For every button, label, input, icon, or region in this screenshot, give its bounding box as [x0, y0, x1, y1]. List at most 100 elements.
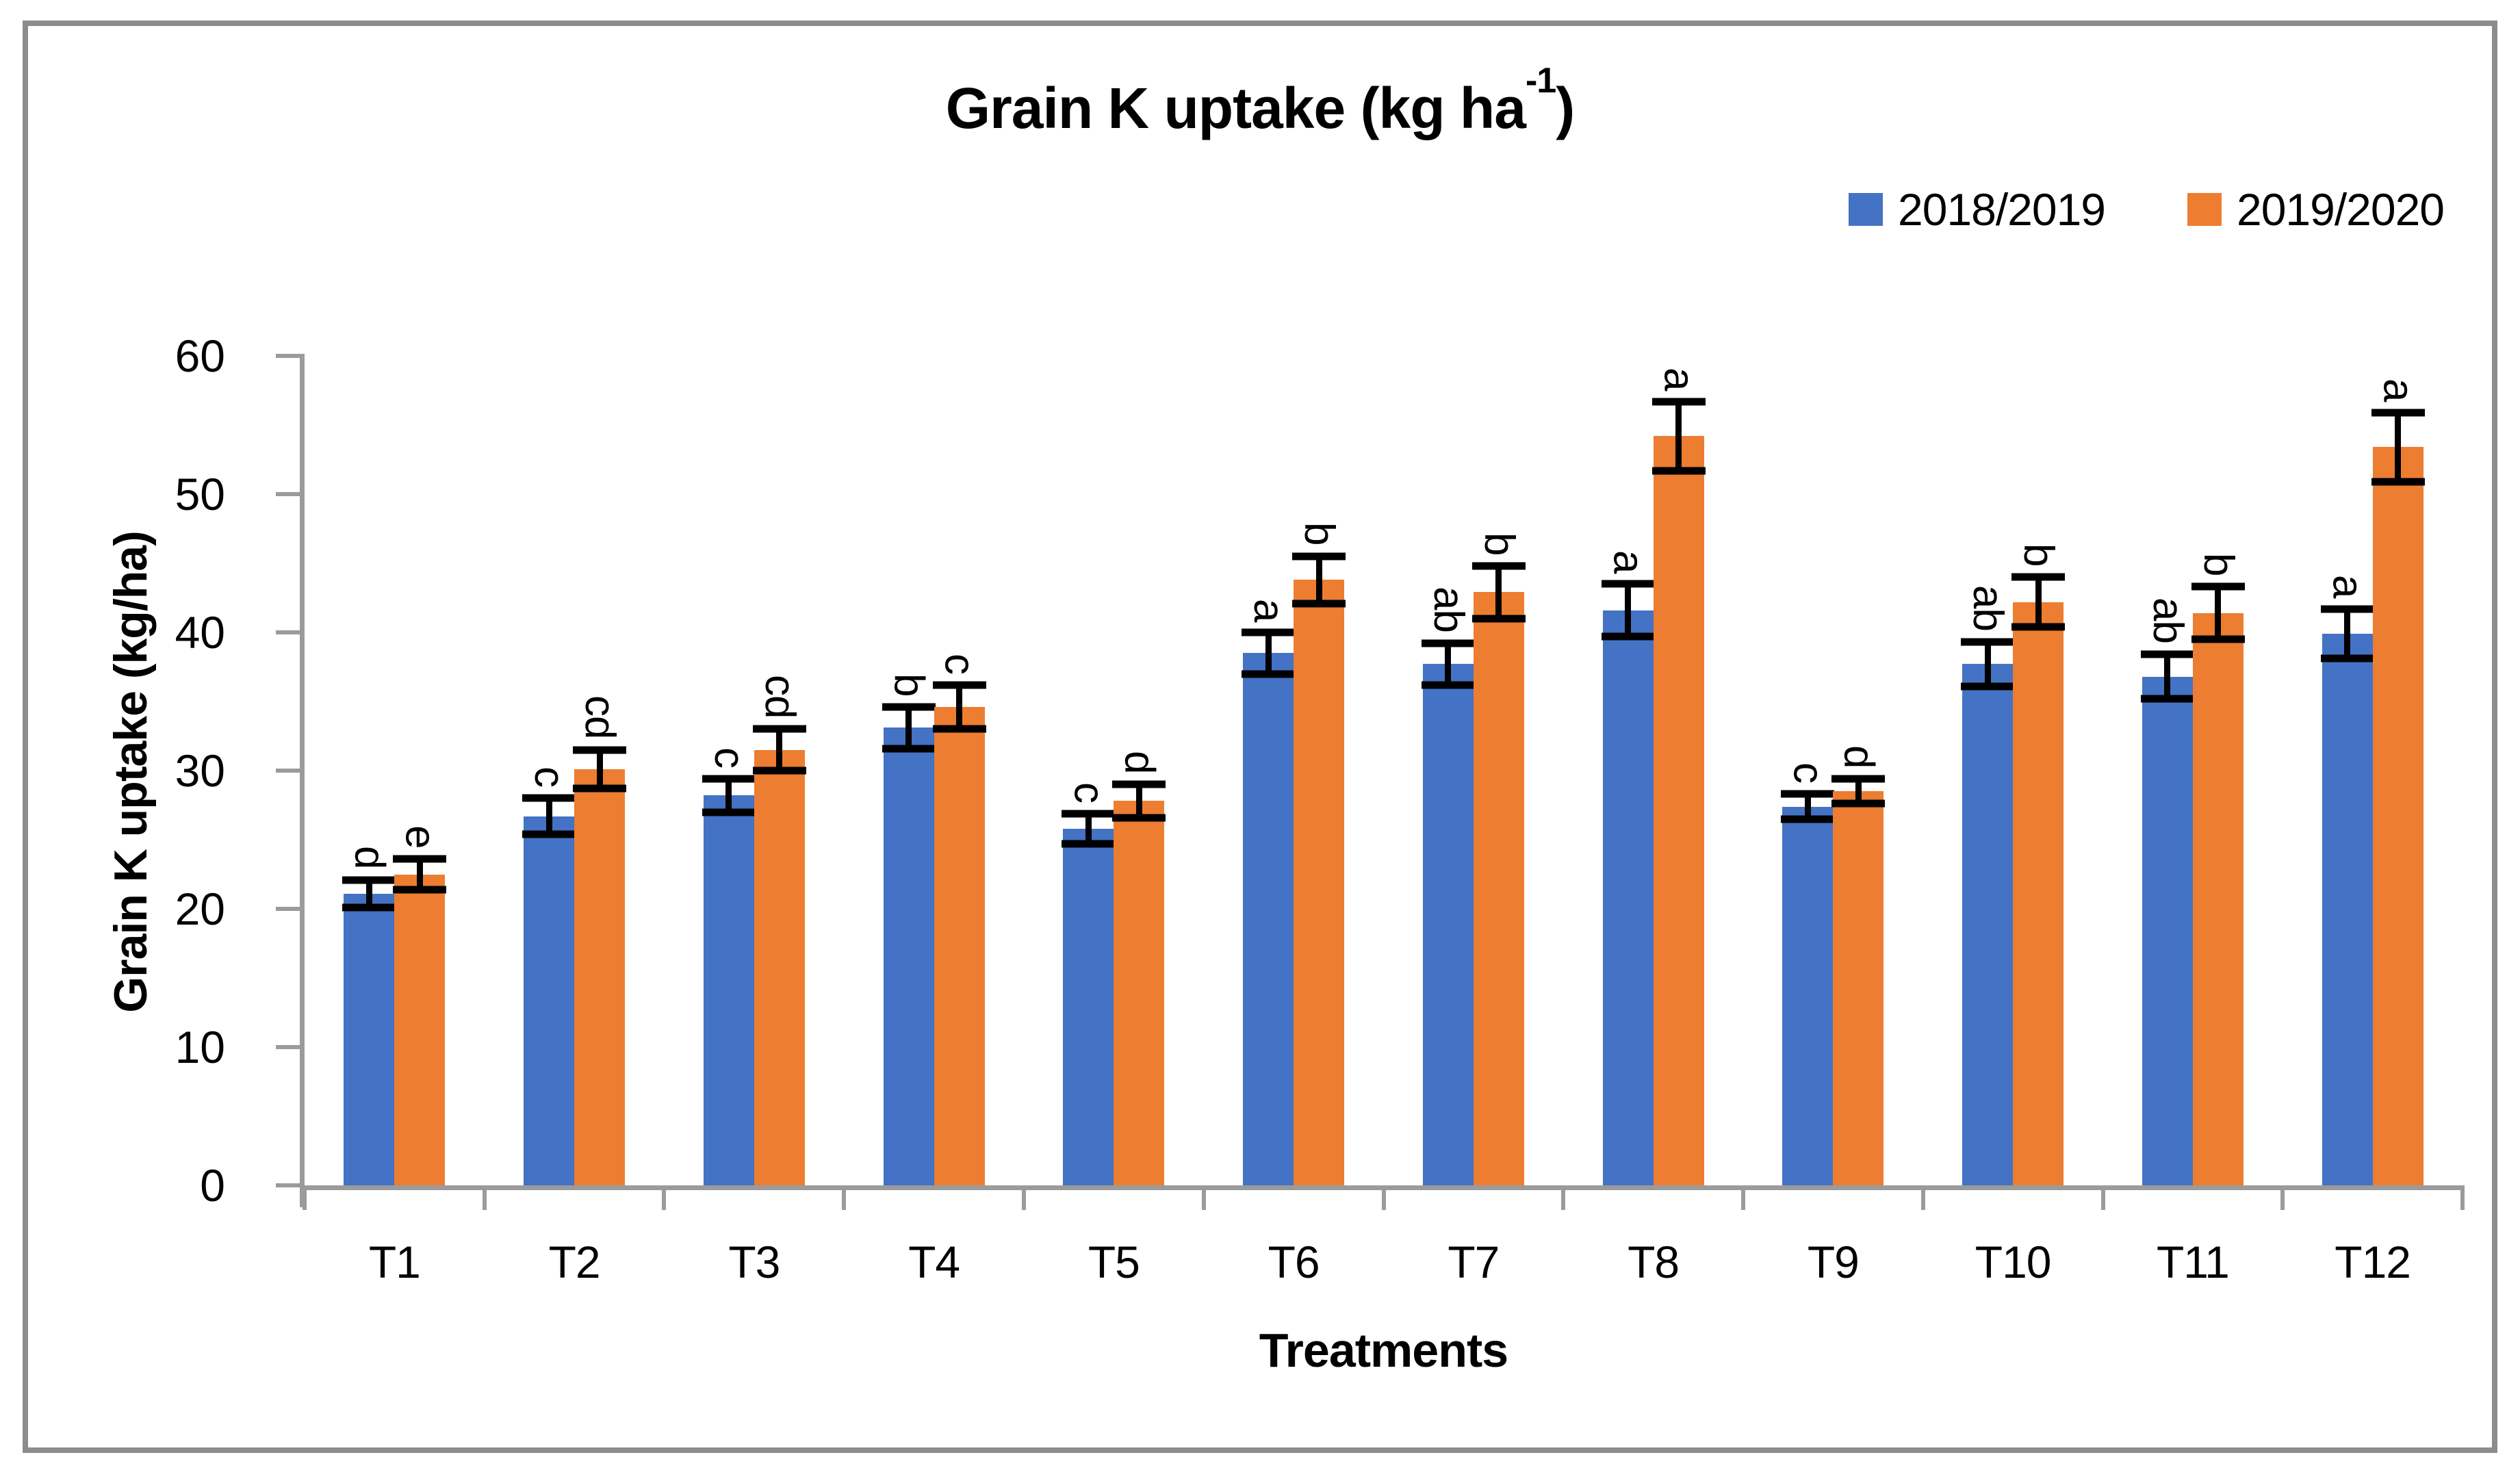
error-bar	[776, 729, 783, 771]
bar-2019/2020-T7	[1473, 592, 1524, 1185]
bar-slot: d	[342, 356, 396, 1185]
error-bar-bottom-cap	[702, 808, 756, 816]
x-category-label: T2	[548, 1237, 601, 1287]
bar-2019/2020-T6	[1294, 580, 1345, 1185]
bar-2019/2020-T2	[574, 769, 626, 1185]
bar-2019/2020-T10	[2013, 602, 2064, 1185]
error-bar-bottom-cap	[1292, 600, 1346, 608]
error-bar	[1984, 642, 1991, 686]
y-tick-label: 0	[200, 1160, 225, 1211]
x-category-label: T8	[1628, 1237, 1680, 1287]
bar-2018/2019-T1	[344, 893, 395, 1185]
y-axis-labels: 0 10 20 30 40 50 60	[28, 333, 265, 1208]
chart-title: Grain K uptake (kg ha-1)	[28, 61, 2492, 142]
error-bar-bottom-cap	[1961, 682, 2015, 691]
y-tick-label: 20	[175, 884, 225, 934]
x-tick-mark	[482, 1185, 487, 1210]
significance-letter: ab	[1964, 585, 2012, 632]
error-bar	[2164, 654, 2171, 699]
error-bar-top-cap	[1292, 552, 1346, 561]
y-tick-mark	[276, 1045, 305, 1049]
error-bar	[1265, 632, 1272, 674]
significance-letter: b	[2194, 552, 2242, 576]
bar-2018/2019-T2	[524, 816, 575, 1185]
bar-2018/2019-T9	[1782, 806, 1834, 1185]
bar-2018/2019-T10	[1962, 664, 2014, 1185]
legend-swatch-blue-icon	[1849, 193, 1883, 226]
x-category-label: T7	[1448, 1237, 1500, 1287]
plot-area: d e c cd c cd b c c d a b ab b a a c d ab b ab b a a	[276, 354, 2465, 1210]
error-bar-bottom-cap	[1781, 815, 1835, 823]
x-category-label: T4	[908, 1237, 960, 1287]
bar-slot: c	[522, 356, 576, 1185]
bar-slot: c	[702, 356, 756, 1185]
x-tick-mark	[662, 1185, 667, 1210]
legend-item-2018-2019: 2018/2019	[1849, 183, 2106, 235]
bar-slot: b	[1471, 356, 1526, 1185]
error-bar-top-cap	[1421, 639, 1475, 647]
significance-letter: ab	[1424, 587, 1472, 633]
error-bar-top-cap	[1831, 775, 1886, 783]
bar-2018/2019-T11	[2142, 676, 2193, 1185]
bar-2018/2019-T8	[1602, 610, 1654, 1185]
x-category-label: T11	[2156, 1237, 2230, 1287]
error-bar	[416, 859, 423, 890]
bar-slot: b	[2191, 356, 2245, 1185]
error-bar-top-cap	[1242, 628, 1296, 636]
significance-letter: d	[1116, 750, 1163, 774]
significance-letter: d	[1835, 745, 1883, 769]
legend-label: 2018/2019	[1898, 184, 2106, 235]
error-bar-top-cap	[342, 876, 396, 884]
bar-2019/2020-T9	[1833, 791, 1884, 1185]
x-axis-line	[300, 1185, 2463, 1190]
x-category-label: T9	[1807, 1237, 1860, 1287]
bar-2019/2020-T8	[1653, 436, 1704, 1185]
significance-letter: b	[1475, 532, 1523, 556]
error-bar-top-cap	[2371, 409, 2425, 417]
bar-slot: d	[1831, 356, 1886, 1185]
error-bar-bottom-cap	[1421, 681, 1475, 689]
significance-letter: a	[2374, 378, 2422, 402]
error-bar-bottom-cap	[2140, 695, 2194, 703]
error-bar-bottom-cap	[393, 886, 447, 894]
bar-2019/2020-T11	[2192, 613, 2243, 1185]
bar-2019/2020-T12	[2372, 447, 2423, 1185]
x-category-label: T5	[1088, 1237, 1140, 1287]
legend: 2018/2019 2019/2020	[1849, 183, 2445, 235]
legend-swatch-orange-icon	[2187, 193, 2222, 226]
bars-layer: d e c cd c cd b c c d a b ab b a a c d ab b ab b a a	[305, 356, 2463, 1185]
bar-slot: ab	[1961, 356, 2015, 1185]
error-bar-bottom-cap	[522, 830, 576, 838]
bar-slot: b	[2011, 356, 2066, 1185]
bar-2019/2020-T5	[1114, 801, 1165, 1185]
y-axis-line	[300, 356, 305, 1207]
x-tick-mark	[1381, 1185, 1386, 1210]
y-tick-label: 10	[175, 1022, 225, 1072]
bar-slot: a	[1242, 356, 1296, 1185]
x-tick-mark	[2280, 1185, 2285, 1210]
y-tick-label: 50	[175, 469, 225, 519]
error-bar	[1445, 643, 1452, 685]
bar-slot: a	[1601, 356, 1655, 1185]
x-tick-mark	[842, 1185, 847, 1210]
y-tick-label: 30	[175, 745, 225, 796]
chart-title-close: )	[1556, 76, 1575, 140]
significance-letter: c	[705, 747, 753, 769]
significance-letter: c	[1065, 782, 1113, 803]
significance-letter: ab	[2144, 597, 2191, 644]
x-category-label: T12	[2335, 1237, 2411, 1287]
error-bar-bottom-cap	[1831, 799, 1886, 808]
error-bar-bottom-cap	[2011, 623, 2066, 631]
bar-2018/2019-T7	[1422, 664, 1474, 1185]
bar-group-T7: ab b	[1384, 356, 1564, 1185]
y-tick-mark	[276, 630, 305, 634]
significance-letter: b	[1296, 522, 1343, 545]
error-bar-top-cap	[2320, 605, 2374, 613]
bar-2019/2020-T1	[394, 874, 446, 1185]
error-bar	[2395, 412, 2402, 482]
bar-2018/2019-T3	[703, 795, 754, 1185]
